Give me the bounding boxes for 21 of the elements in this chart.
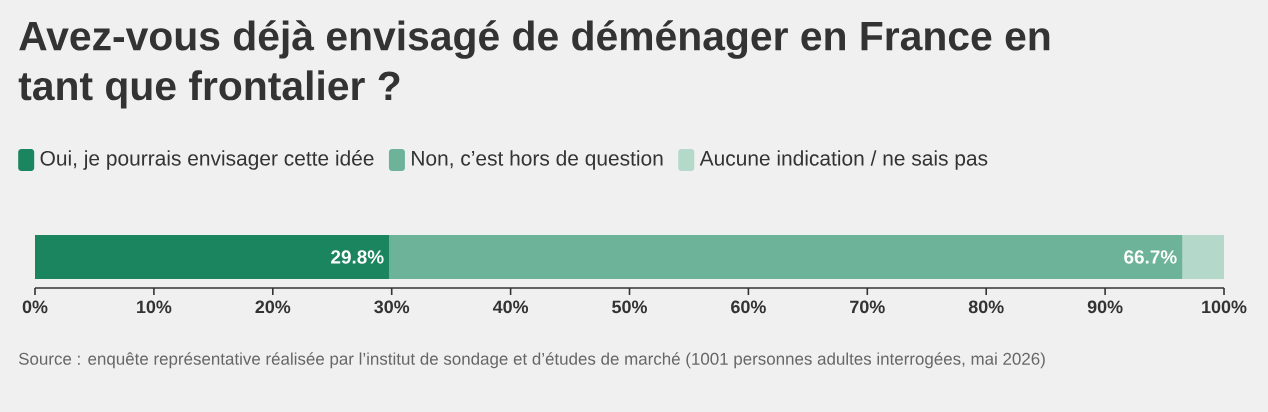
legend-label: Aucune indication / ne sais pas: [699, 150, 988, 170]
chart-title: Avez-vous déjà envisagé de déménager en France en tant que frontalier ?: [18, 20, 1050, 109]
legend-label: Non, c’est hors de question: [412, 150, 663, 170]
x-tick-label: 40%: [492, 300, 529, 314]
x-tick-label: 100%: [1202, 300, 1247, 314]
data-label: 66.7%: [1124, 250, 1177, 264]
x-tick-label: 10%: [137, 300, 172, 314]
x-tick-label: 70%: [850, 300, 885, 314]
bar: [389, 235, 1183, 279]
x-tick-label: 90%: [1087, 300, 1123, 314]
data-label: 29.8%: [331, 250, 384, 264]
bar: [1182, 235, 1225, 279]
source-note: Source : enquête représentative réalisée par l’institut de sondage et d’études de marché (1001 personnes adultes interrogées, mai 2026): [18, 352, 1045, 369]
x-tick-label: 0%: [22, 300, 48, 314]
x-tick-label: 50%: [612, 300, 647, 314]
bar: [35, 235, 390, 279]
legend-label: Oui, je pourrais envisager cette idée: [40, 150, 374, 170]
x-tick-label: 20%: [255, 300, 291, 314]
x-tick-label: 80%: [968, 300, 1004, 314]
x-tick-label: 30%: [374, 300, 410, 314]
x-tick-label: 60%: [731, 300, 766, 314]
